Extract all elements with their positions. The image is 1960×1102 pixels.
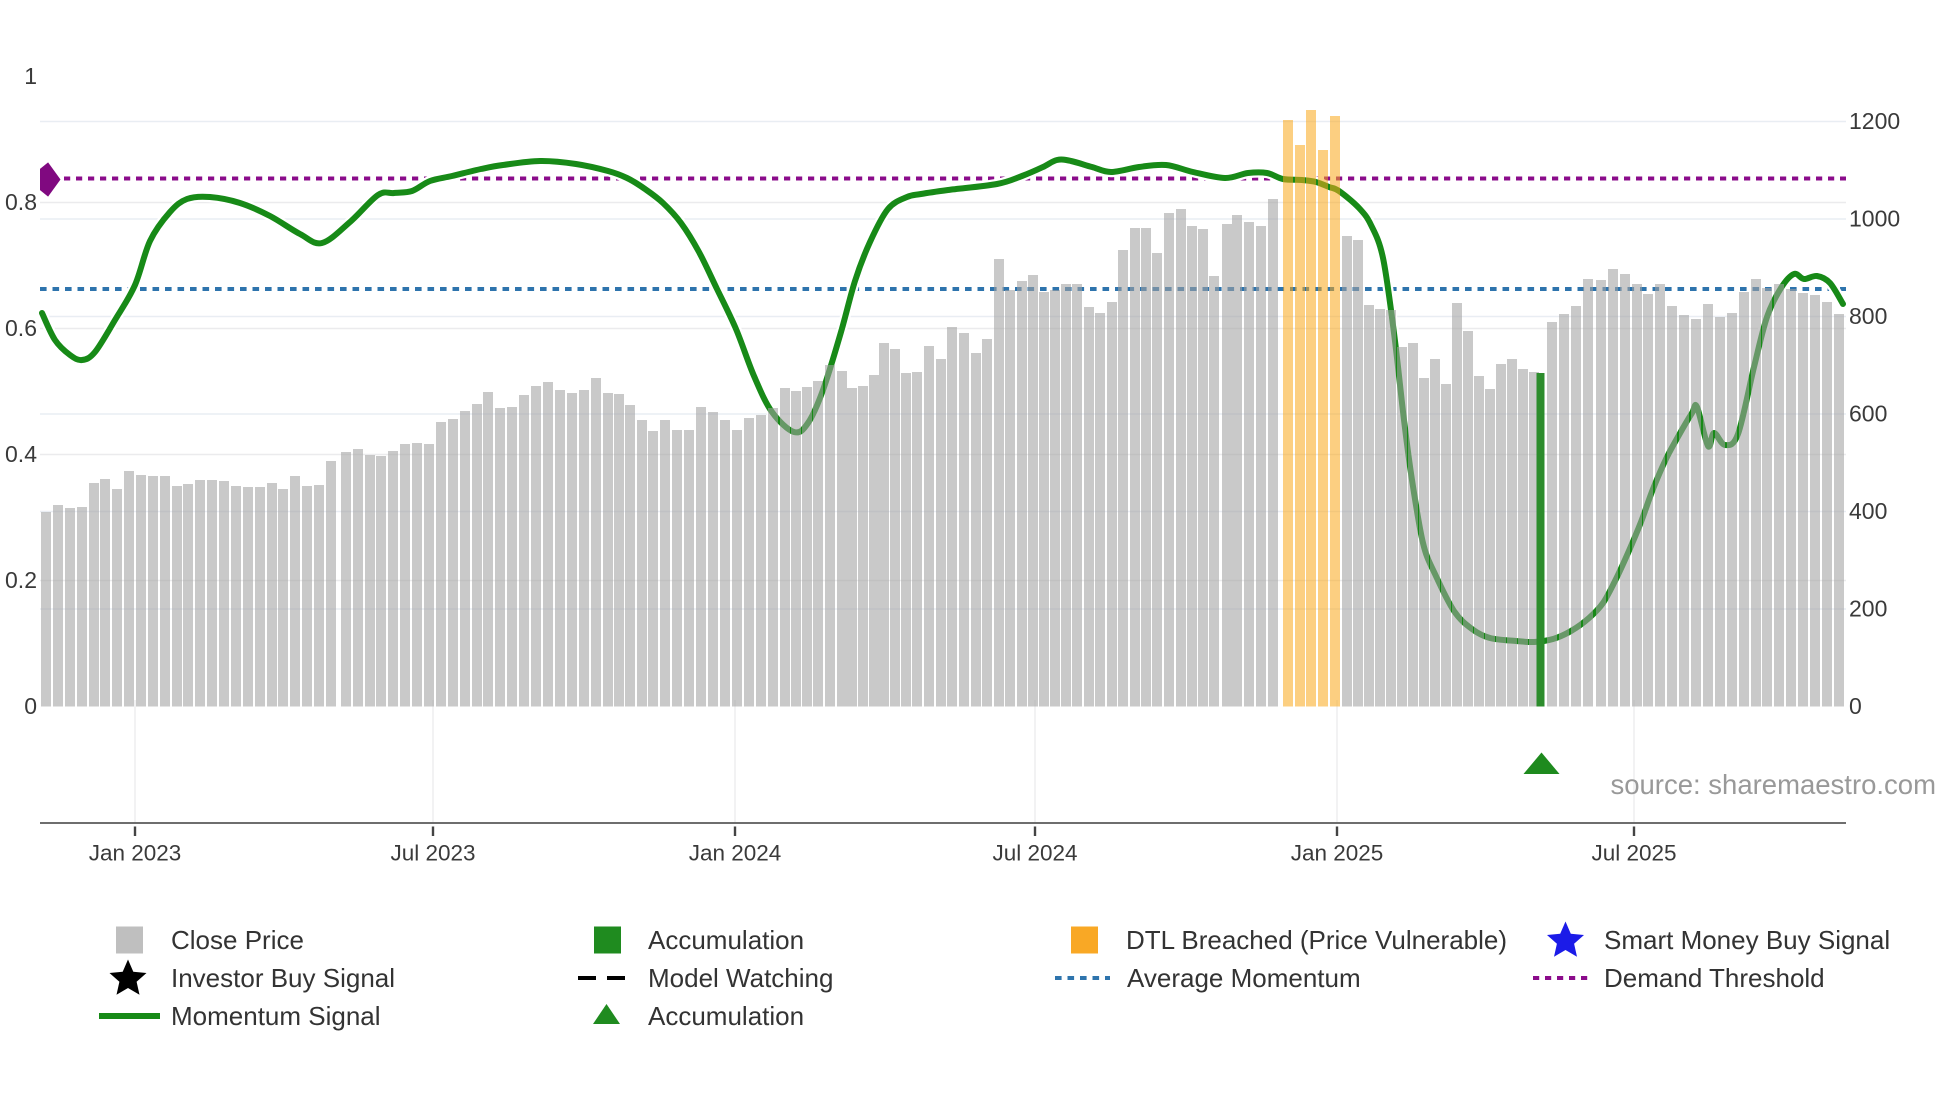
svg-text:200: 200	[1849, 596, 1887, 622]
svg-text:Investor Buy Signal: Investor Buy Signal	[171, 963, 395, 993]
svg-text:DTL Breached (Price Vulnerable: DTL Breached (Price Vulnerable)	[1126, 925, 1507, 955]
svg-text:600: 600	[1849, 401, 1887, 427]
svg-text:Jul 2024: Jul 2024	[992, 841, 1077, 866]
svg-text:Jul 2023: Jul 2023	[390, 841, 475, 866]
svg-text:Jan 2024: Jan 2024	[689, 841, 782, 866]
svg-text:Jan 2025: Jan 2025	[1291, 841, 1384, 866]
svg-text:Jul 2025: Jul 2025	[1591, 841, 1676, 866]
svg-text:Close Price: Close Price	[171, 925, 304, 955]
svg-text:1200: 1200	[1849, 108, 1900, 134]
svg-text:Average Momentum: Average Momentum	[1127, 963, 1361, 993]
svg-text:0.6: 0.6	[5, 315, 37, 341]
svg-text:Model Watching: Model Watching	[648, 963, 833, 993]
svg-text:800: 800	[1849, 303, 1887, 329]
svg-text:source: sharemaestro.com: source: sharemaestro.com	[1610, 769, 1936, 800]
svg-text:Momentum Signal: Momentum Signal	[171, 1001, 381, 1031]
svg-text:Accumulation: Accumulation	[648, 1001, 804, 1031]
svg-text:0.8: 0.8	[5, 189, 37, 215]
svg-text:0: 0	[1849, 693, 1862, 719]
svg-text:Smart Money Buy Signal: Smart Money Buy Signal	[1604, 925, 1890, 955]
svg-text:Jan 2023: Jan 2023	[89, 841, 182, 866]
svg-text:1000: 1000	[1849, 206, 1900, 232]
svg-text:400: 400	[1849, 498, 1887, 524]
svg-text:Accumulation: Accumulation	[648, 925, 804, 955]
svg-text:1: 1	[24, 63, 37, 89]
svg-text:0.2: 0.2	[5, 567, 37, 593]
svg-text:Demand Threshold: Demand Threshold	[1604, 963, 1825, 993]
svg-text:0: 0	[24, 693, 37, 719]
svg-text:0.4: 0.4	[5, 441, 37, 467]
